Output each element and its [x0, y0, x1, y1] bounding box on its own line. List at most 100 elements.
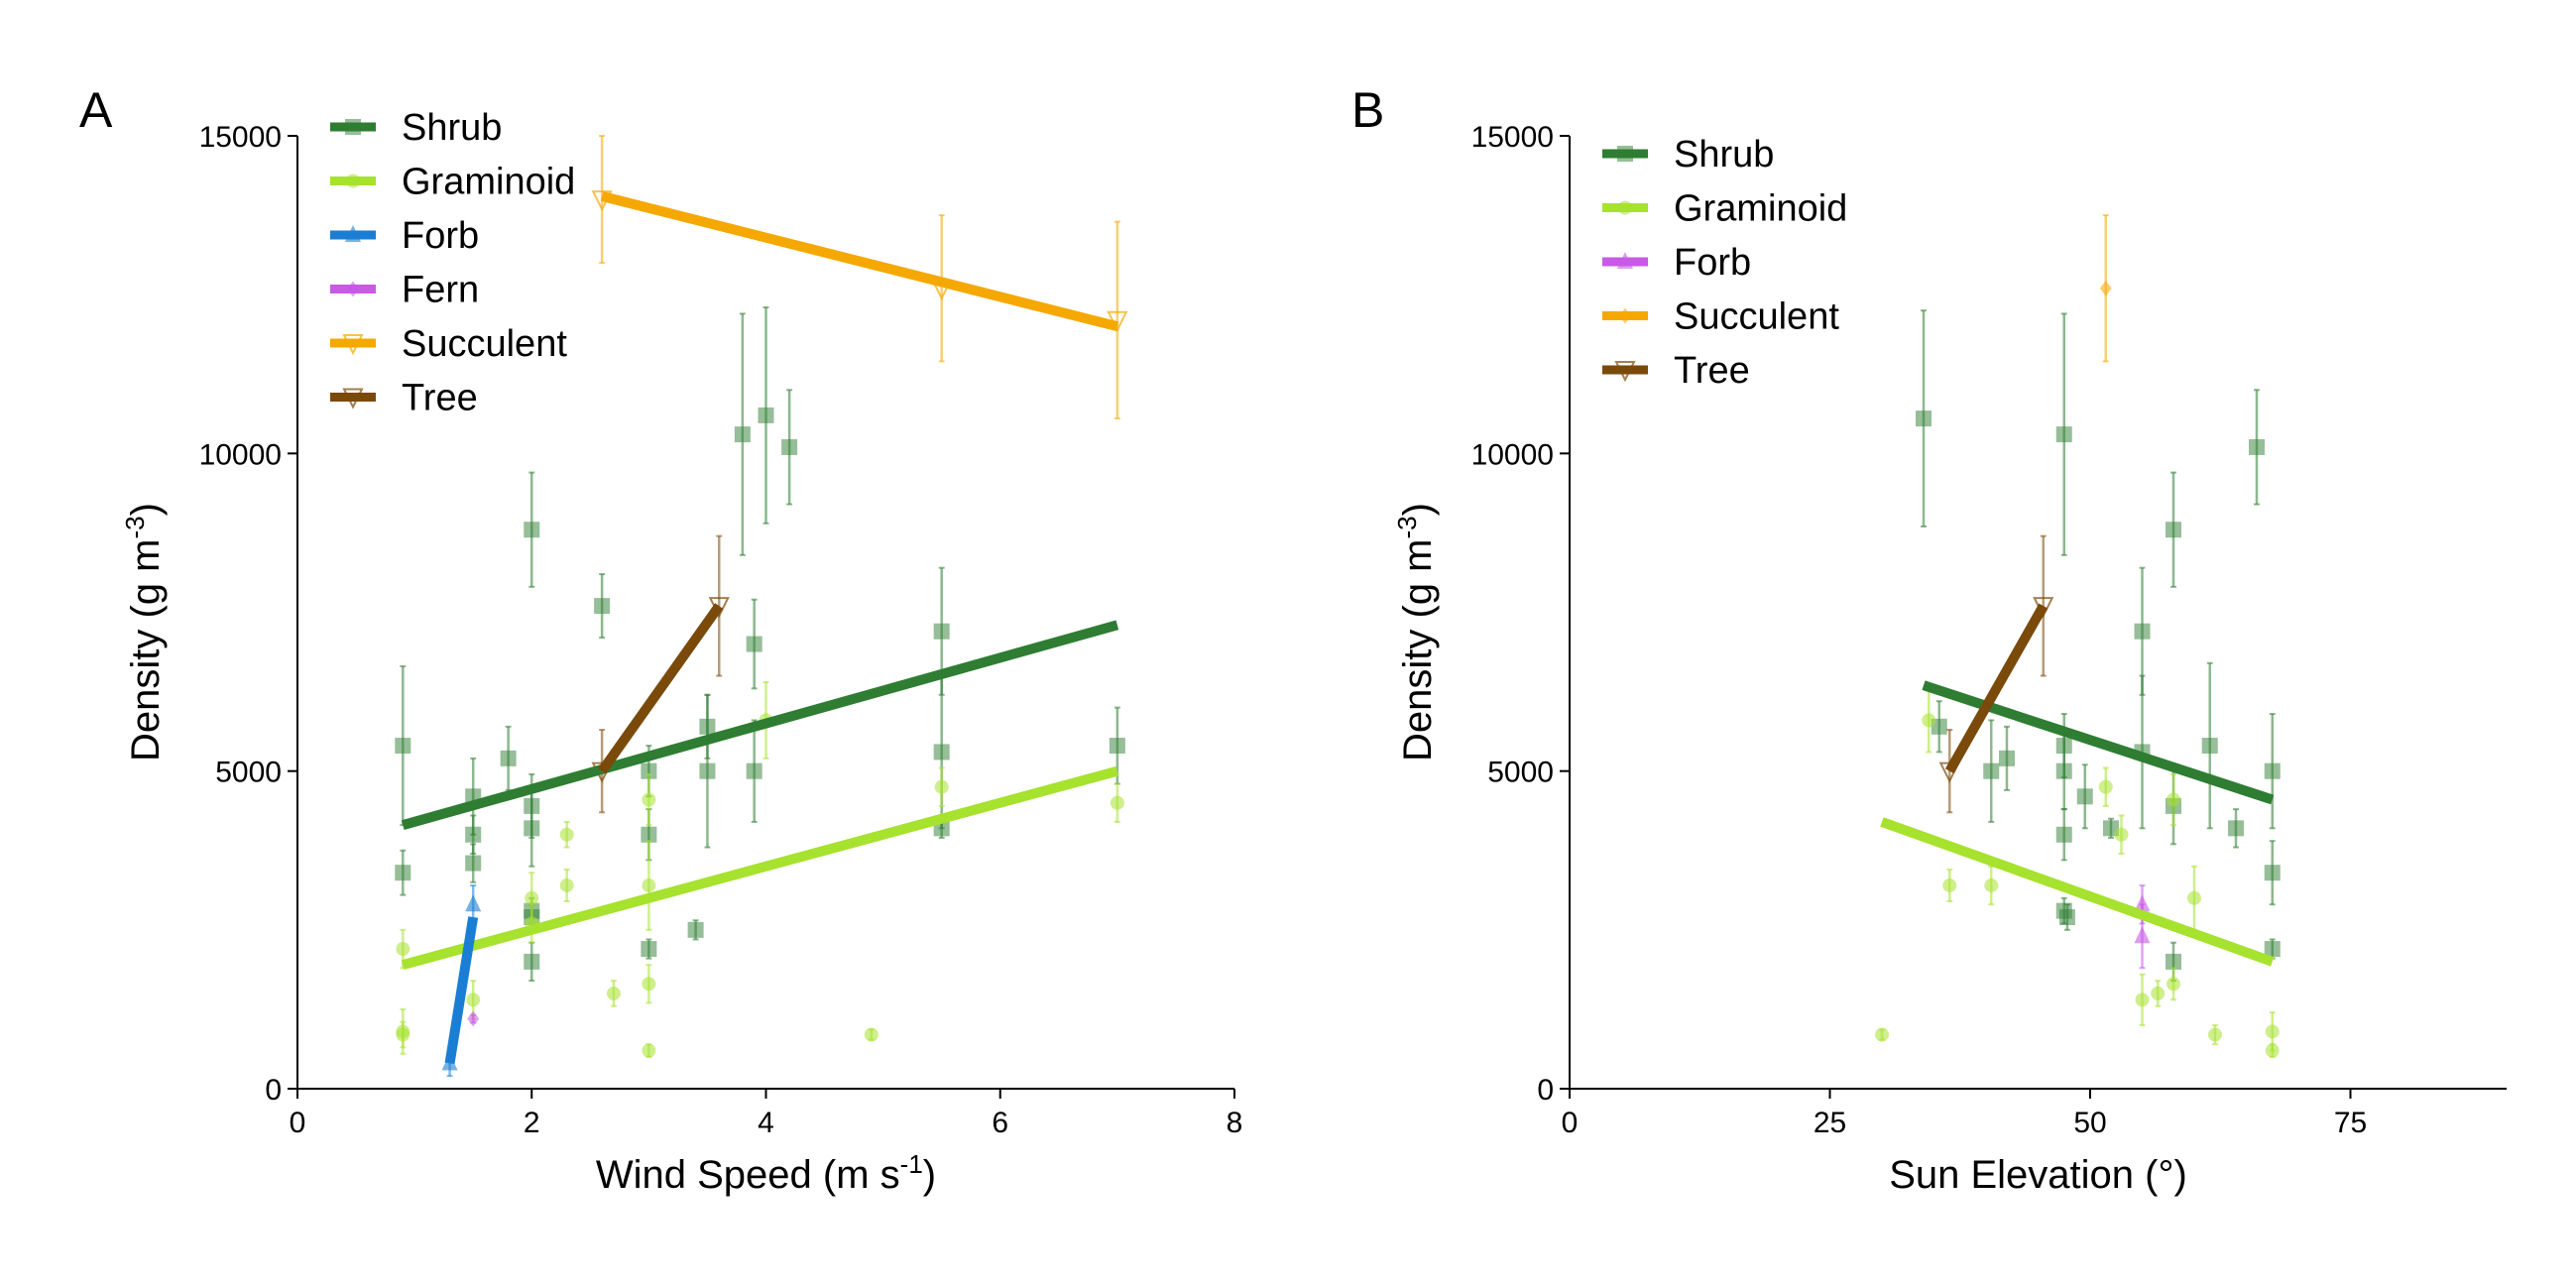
panel-b-legend: Shrub Graminoid Forb Succulent Tree [1602, 134, 1847, 392]
fit-line-shrub [401, 620, 1119, 830]
legend-marker [1618, 200, 1632, 215]
legend-item-graminoid: Graminoid [330, 162, 575, 203]
data-point-shrub [2166, 953, 2181, 970]
panel-b-axes: 0 25 50 75 0 5000 10000 15000 Sun Elevation (°) D… [1392, 121, 2507, 1197]
legend-item-tree: Tree [1602, 350, 1750, 392]
data-point-shrub [395, 738, 411, 755]
data-point-shrub [524, 522, 540, 538]
data-point-shrub [1999, 750, 2015, 766]
data-point-graminoid [559, 827, 574, 842]
legend-item-shrub: Shrub [1602, 134, 1774, 176]
legend-label: Forb [1674, 242, 1751, 284]
legend-label: Shrub [402, 107, 502, 149]
x-tick-label: 25 [1814, 1107, 1846, 1139]
data-point-graminoid [642, 977, 656, 992]
panel-a-letter: A [79, 82, 113, 138]
legend-marker [1617, 146, 1633, 162]
panel-b: B 0 25 50 75 0 5000 10000 15000 Sun Elevation (°… [1351, 82, 2507, 1197]
data-point-shrub [465, 826, 482, 843]
x-tick-label: 6 [992, 1107, 1008, 1139]
data-point-graminoid [2098, 779, 2113, 794]
legend-item-tree: Tree [330, 378, 478, 419]
data-point-shrub [500, 750, 517, 766]
data-point-shrub [2134, 623, 2151, 640]
data-point-graminoid [396, 1027, 410, 1042]
legend-marker [1617, 252, 1633, 269]
x-axis-title: Sun Elevation (°) [1889, 1153, 2187, 1197]
data-point-shrub [758, 407, 774, 423]
series-fern-points [467, 1010, 480, 1027]
y-tick-label: 0 [265, 1074, 282, 1107]
data-point-graminoid [2151, 986, 2166, 1000]
series-succulent-points [591, 135, 1128, 420]
x-axis-title: Wind Speed (m s-1) [596, 1149, 936, 1197]
legend-marker [1614, 361, 1636, 383]
data-point-shrub [2228, 820, 2244, 837]
data-point-shrub [2264, 865, 2281, 881]
y-tick-label: 15000 [1471, 121, 1554, 154]
data-point-shrub [524, 820, 540, 837]
legend-label: Tree [402, 378, 478, 419]
data-point-shrub [641, 762, 657, 779]
data-point-graminoid [2135, 993, 2150, 1007]
data-point-shrub [1916, 410, 1932, 427]
y-tick-label: 5000 [1487, 757, 1554, 789]
data-point-graminoid [525, 890, 539, 905]
x-tick-label: 2 [524, 1107, 540, 1139]
data-point-graminoid [1984, 878, 1999, 892]
legend-marker [1619, 307, 1631, 324]
legend-label: Succulent [1674, 296, 1839, 338]
data-point-graminoid [2265, 1024, 2280, 1039]
data-point-shrub [687, 921, 704, 938]
legend-item-graminoid: Graminoid [1602, 188, 1847, 230]
data-point-graminoid [559, 878, 574, 892]
data-point-graminoid [2114, 827, 2129, 842]
data-point-shrub [2249, 438, 2265, 455]
data-point-graminoid [864, 1027, 878, 1042]
legend-marker [345, 119, 361, 135]
data-point-shrub [2055, 426, 2072, 443]
series-shrub-points [395, 305, 1125, 983]
data-point-shrub [2264, 941, 2281, 958]
data-point-graminoid [642, 878, 656, 892]
legend-marker [346, 174, 360, 188]
data-point-forb [2134, 926, 2151, 944]
fit-line-succulent [600, 191, 1119, 332]
data-point-graminoid [1922, 713, 1936, 728]
panel-a-legend: Shrub Graminoid Forb Fern Succulent Tree [330, 107, 575, 419]
fit-line-graminoid [402, 765, 1119, 970]
data-point-shrub [781, 438, 798, 455]
legend-marker [342, 334, 364, 356]
legend-label: Tree [1674, 350, 1750, 392]
data-point-graminoid [1875, 1027, 1889, 1042]
legend-item-succulent: Succulent [1602, 296, 1839, 338]
x-tick-label: 0 [1562, 1107, 1579, 1139]
fit-line-shrub [1922, 680, 2275, 805]
y-tick-label: 5000 [215, 757, 282, 789]
data-point-graminoid [1110, 795, 1124, 810]
data-point-shrub [2076, 788, 2093, 805]
legend-marker [345, 225, 361, 242]
legend-label: Graminoid [1674, 188, 1847, 230]
y-axis-title: Density (g m-3) [120, 503, 168, 761]
y-tick-label: 10000 [199, 438, 282, 471]
legend-label: Graminoid [402, 162, 575, 203]
legend-marker [342, 388, 364, 410]
data-point-succulent [2099, 280, 2112, 296]
data-point-shrub [2055, 762, 2072, 779]
data-point-shrub [1983, 762, 2000, 779]
x-tick-label: 4 [758, 1107, 774, 1139]
data-point-shrub [699, 762, 716, 779]
data-point-graminoid [642, 792, 656, 807]
data-point-graminoid [396, 942, 410, 957]
legend-item-forb: Forb [1602, 242, 1751, 284]
y-axis-title: Density (g m-3) [1392, 503, 1440, 761]
legend-item-forb: Forb [330, 215, 479, 257]
data-point-shrub [2055, 826, 2072, 843]
data-point-shrub [395, 865, 411, 881]
legend-item-shrub: Shrub [330, 107, 502, 149]
y-tick-label: 15000 [199, 121, 282, 154]
series-forb-points [2134, 883, 2151, 970]
data-point-shrub [2166, 522, 2181, 538]
data-point-shrub [746, 762, 762, 779]
